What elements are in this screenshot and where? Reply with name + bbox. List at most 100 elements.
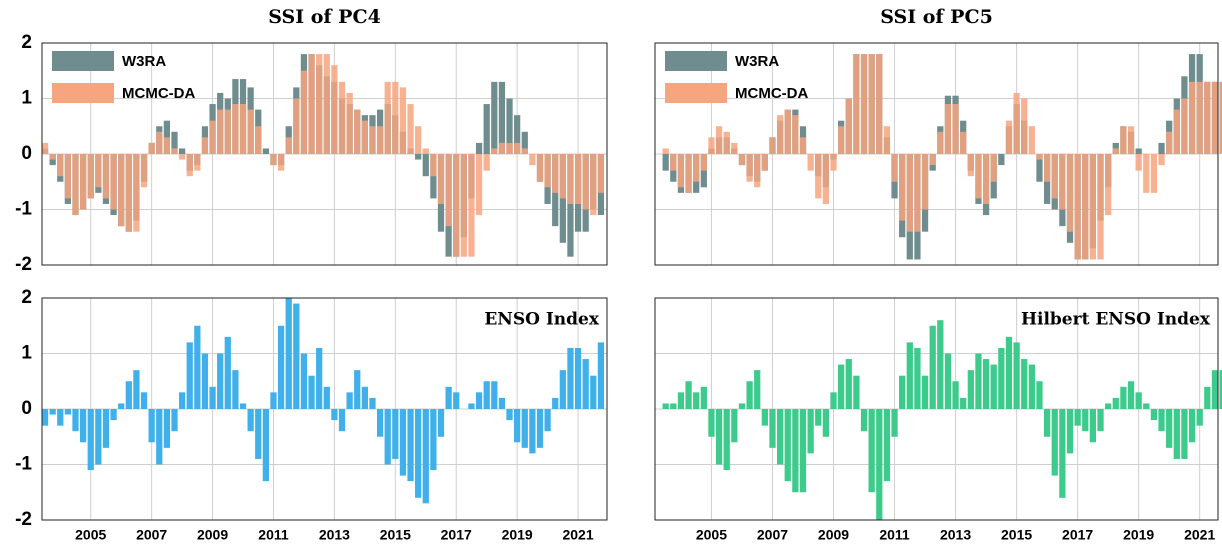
legend-label: ENSO Index (484, 310, 600, 330)
bar (346, 392, 353, 409)
bar (255, 126, 262, 154)
bar (559, 154, 566, 199)
x-tick-label: 2009 (818, 527, 849, 543)
bar (171, 148, 178, 154)
bar (677, 392, 685, 409)
bar (437, 154, 445, 204)
bar (1043, 409, 1051, 437)
bar (270, 154, 277, 166)
bar (1135, 392, 1142, 409)
bar (506, 98, 513, 154)
bar (1219, 370, 1222, 409)
bar (209, 386, 216, 409)
plot-frame (654, 42, 1219, 266)
bar (567, 154, 574, 204)
bar (1143, 154, 1150, 193)
bar (883, 409, 891, 482)
x-tick-label: 2005 (696, 527, 727, 543)
bar (64, 409, 72, 415)
bar (1051, 409, 1058, 476)
plot-frame (654, 297, 1219, 521)
bar (384, 81, 391, 154)
bar (521, 409, 528, 448)
bar (536, 409, 544, 448)
bar (483, 104, 490, 154)
bar (194, 325, 201, 409)
bar (392, 409, 399, 459)
bar (171, 409, 178, 432)
bar (990, 364, 997, 409)
bar (338, 81, 346, 154)
bar (830, 154, 837, 171)
bar (960, 131, 967, 154)
bar (156, 131, 163, 154)
bar (723, 409, 730, 471)
bar (308, 54, 315, 154)
bar (262, 409, 269, 482)
bar (1059, 154, 1066, 210)
bar (590, 154, 597, 216)
bar (975, 154, 982, 199)
bar (868, 54, 875, 154)
bar (761, 409, 768, 426)
bar (693, 392, 700, 409)
bar (148, 409, 155, 443)
bar (1181, 409, 1188, 459)
bar (1150, 154, 1158, 193)
y-tick-label: 2 (21, 32, 32, 53)
bar (475, 142, 483, 154)
x-tick-label: 2009 (197, 527, 228, 543)
bar (498, 397, 506, 409)
bar (1066, 154, 1074, 232)
y-tick-label: -1 (15, 199, 32, 220)
bar (498, 81, 506, 154)
bar (399, 87, 407, 154)
bar (1005, 336, 1013, 409)
bar (952, 104, 959, 154)
bar (967, 370, 974, 409)
bar (914, 347, 921, 409)
bar (944, 104, 952, 154)
bar (475, 392, 483, 409)
bar (514, 409, 521, 443)
bar (217, 353, 224, 409)
bar (171, 131, 178, 154)
bar (891, 409, 898, 437)
bar (1196, 409, 1203, 426)
bar (715, 409, 723, 465)
y-tick-label: -2 (15, 254, 32, 275)
bar (346, 92, 353, 154)
x-tick-label: 2019 (502, 527, 533, 543)
bar (685, 381, 692, 409)
bar (399, 409, 407, 476)
legend-swatch (665, 51, 727, 71)
bar (445, 154, 452, 227)
bar (407, 409, 414, 482)
bar (1120, 126, 1127, 154)
bar (521, 148, 528, 154)
bar (232, 104, 239, 154)
legend-label: W3RA (122, 53, 166, 70)
bar (1036, 381, 1043, 409)
bar (445, 386, 452, 409)
bar (338, 409, 346, 432)
bar (746, 154, 753, 182)
bar (384, 409, 391, 465)
bar (567, 347, 574, 409)
bar (559, 370, 566, 409)
bar (1211, 370, 1219, 409)
bar (354, 370, 361, 409)
bar (899, 154, 906, 221)
bar (422, 409, 429, 504)
bar (415, 409, 422, 498)
bar (316, 54, 323, 154)
bar (590, 375, 597, 409)
bar (178, 154, 186, 160)
bar (662, 154, 669, 171)
bar (1135, 154, 1142, 171)
bar (186, 342, 193, 409)
bar (1158, 409, 1165, 432)
bar (574, 154, 582, 204)
bar (937, 131, 944, 154)
bar (407, 104, 414, 154)
